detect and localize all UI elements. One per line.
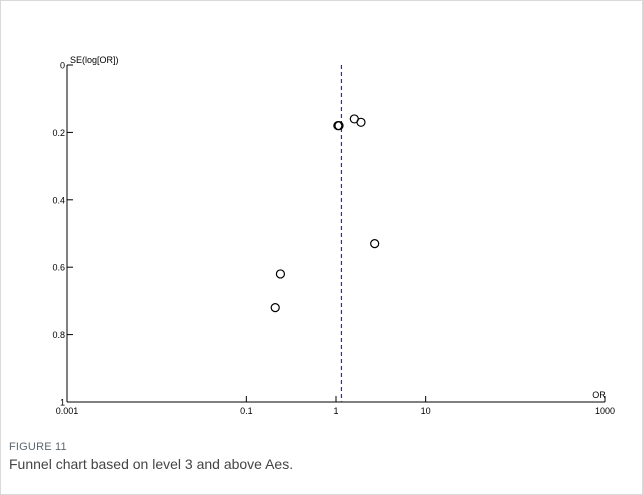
y-axis-label: SE(log[OR]) <box>70 55 119 65</box>
x-ticks: 0.001 0.1 1 10 1000 <box>56 396 615 416</box>
y-tick-label: 1 <box>60 398 65 408</box>
data-point <box>356 117 366 127</box>
data-point <box>334 121 344 131</box>
x-axis-label: OR <box>592 390 606 400</box>
axes <box>66 65 605 403</box>
y-tick-label: 0.2 <box>52 128 65 138</box>
plot-panel: 0 0.2 0.4 0.6 0.8 1 0.001 0.1 1 10 1000 SE(log[OR… <box>9 19 642 423</box>
y-tick-label: 0.8 <box>52 330 65 340</box>
x-tick-label: 10 <box>421 406 431 416</box>
data-point <box>370 239 380 249</box>
x-tick-label: 1000 <box>595 406 615 416</box>
figure-label: FIGURE 11 <box>9 441 67 453</box>
x-tick-label: 0.1 <box>240 406 253 416</box>
funnel-chart: 0 0.2 0.4 0.6 0.8 1 0.001 0.1 1 10 1000 SE(log[OR… <box>52 55 615 416</box>
figure-caption: Funnel chart based on level 3 and above … <box>9 456 294 472</box>
y-tick-label: 0.6 <box>52 263 65 273</box>
x-tick-label: 0.001 <box>56 406 79 416</box>
y-ticks: 0 0.2 0.4 0.6 0.8 1 <box>52 61 73 408</box>
x-tick-label: 1 <box>333 406 338 416</box>
data-point <box>275 269 286 279</box>
data-points <box>270 114 380 313</box>
data-point <box>270 303 280 313</box>
y-tick-label: 0.4 <box>52 195 65 205</box>
y-tick-label: 0 <box>60 61 65 71</box>
